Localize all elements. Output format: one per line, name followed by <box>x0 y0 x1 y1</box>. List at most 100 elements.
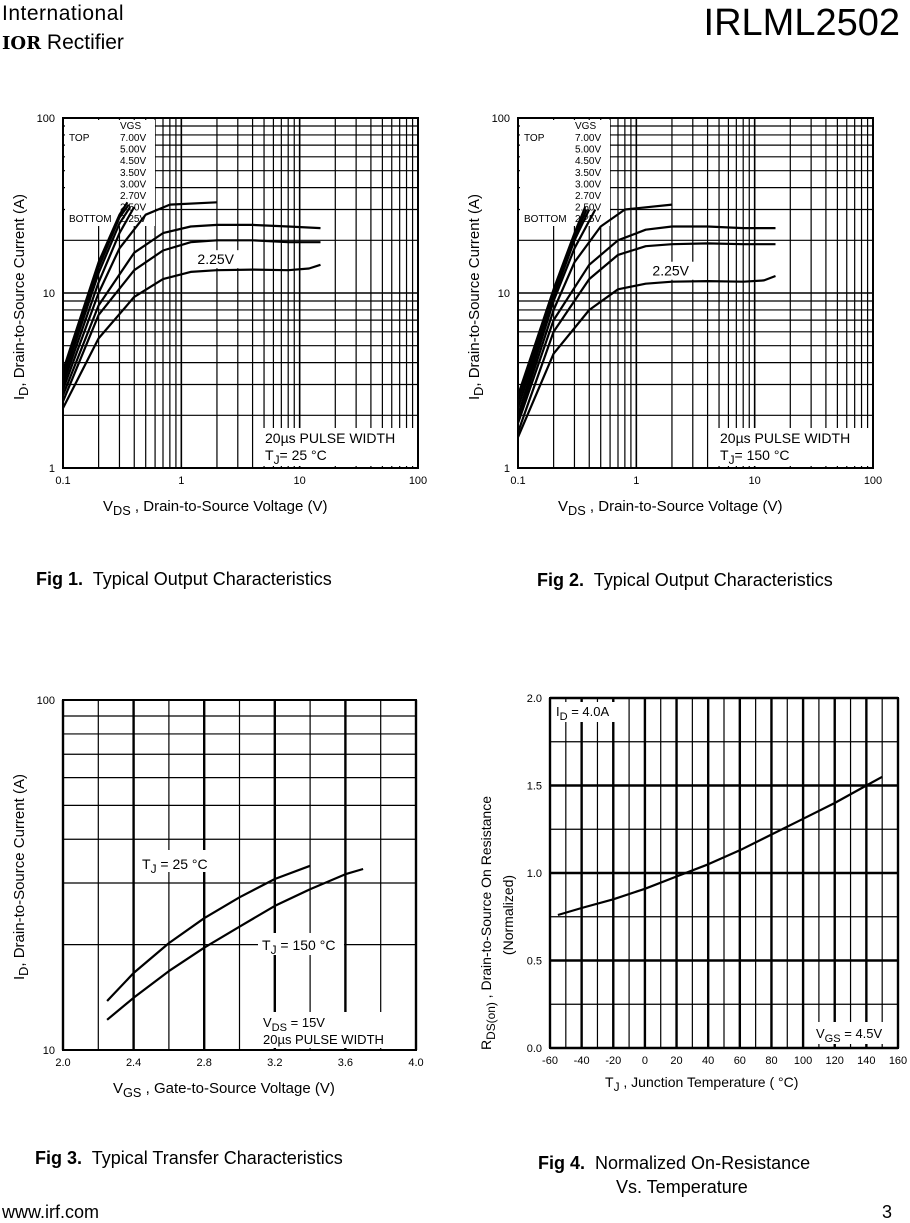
legend-background <box>520 120 610 226</box>
company-logo-line2: IOR Rectifier <box>2 31 124 55</box>
footer-url: www.irf.com <box>2 1202 100 1222</box>
legend-entry: 2.25V <box>575 214 601 225</box>
fig3-caption: Fig 3. Typical Transfer Characteristics <box>35 1148 343 1169</box>
legend-entry: 3.00V <box>575 179 601 190</box>
fig3-caption-text: Typical Transfer Characteristics <box>91 1148 343 1168</box>
y-tick-label: 0.0 <box>527 1043 542 1055</box>
vgs-note-background <box>814 1022 896 1044</box>
fig4-caption-line2: Vs. Temperature <box>616 1177 748 1197</box>
y-tick-label: 10 <box>43 288 55 300</box>
y-tick-label: 1.0 <box>527 868 542 880</box>
legend-background <box>65 120 155 226</box>
fig1-caption: Fig 1. Typical Output Characteristics <box>36 569 332 590</box>
x-tick-label: -40 <box>574 1055 590 1067</box>
x-tick-label: 0 <box>642 1055 648 1067</box>
legend-entry: 7.00V <box>120 133 146 144</box>
legend-entry: 4.50V <box>120 156 146 167</box>
x-tick-label: -20 <box>605 1055 621 1067</box>
label-tj-150: TJ = 150 °C <box>262 937 335 957</box>
series-line-vgs <box>61 223 321 396</box>
x-tick-label: 160 <box>889 1055 907 1067</box>
curve-label: 2.25V <box>197 251 234 267</box>
legend-entry: 5.00V <box>575 145 601 156</box>
fig3-chart: 2.0 2.4 2.8 3.2 3.6 4.0 10 100 TJ = 25 °C TJ = 15… <box>11 695 424 1100</box>
vds-note: VDS = 15V <box>263 1015 325 1034</box>
label-tj-25: TJ = 25 °C <box>142 856 208 876</box>
fig4-caption-number: Fig 4. <box>538 1153 586 1173</box>
legend-bottom-label: BOTTOM <box>69 214 112 225</box>
x-axis-label: VDS , Drain-to-Source Voltage (V) <box>558 498 783 518</box>
series-line-vgs <box>61 239 321 402</box>
note-background <box>258 1012 404 1048</box>
series-line-vgs <box>516 209 591 409</box>
curve-label: 2.25V <box>652 263 689 279</box>
series-line-rdson <box>557 775 883 917</box>
series-line-vgs <box>61 201 129 371</box>
legend-title: VGS <box>575 121 596 132</box>
plot-frame <box>62 117 419 469</box>
series-line-vgs <box>61 206 132 380</box>
plot-frame <box>549 697 899 1049</box>
x-tick-label: 20 <box>670 1055 682 1067</box>
curve-label-background <box>650 261 697 280</box>
plot-frame <box>517 117 874 469</box>
legend-entry: 2.70V <box>120 191 146 202</box>
x-tick-label: 10 <box>294 475 306 487</box>
x-tick-label: 3.2 <box>267 1057 282 1069</box>
series-line-vgs <box>516 209 588 402</box>
y-tick-label: 0.5 <box>527 956 542 968</box>
part-number: IRLML2502 <box>703 2 900 44</box>
legend-entry: 2.25V <box>120 214 146 225</box>
plot-frame <box>62 699 417 1051</box>
note-background <box>262 428 416 466</box>
fig2-caption: Fig 2. Typical Output Characteristics <box>537 570 833 591</box>
fig1-caption-number: Fig 1. <box>36 569 84 589</box>
x-axis-label: TJ , Junction Temperature ( °C) <box>605 1074 798 1094</box>
y-tick-label: 100 <box>492 113 510 125</box>
x-tick-label: 2.0 <box>55 1057 70 1069</box>
x-tick-label: 3.6 <box>338 1057 353 1069</box>
note-background <box>717 428 871 466</box>
x-tick-label: 140 <box>857 1055 875 1067</box>
y-tick-label: 10 <box>43 1045 55 1057</box>
label-150-background <box>258 933 344 955</box>
x-tick-label: 0.1 <box>510 475 525 487</box>
x-tick-label: 2.8 <box>197 1057 212 1069</box>
y-axis-label: ID, Drain-to-Source Current (A) <box>11 774 31 980</box>
fig2-chart: 0.1 1 10 100110100VGSTOPBOTTOM7.00V5.00V4.5… <box>466 113 882 518</box>
y-tick-label: 100 <box>37 113 55 125</box>
fig2-caption-number: Fig 2. <box>537 570 585 590</box>
page-number: 3 <box>881 1202 892 1222</box>
legend-entry: 3.00V <box>120 179 146 190</box>
fig4-caption-text: Normalized On-Resistance <box>595 1153 811 1173</box>
x-tick-label: 0.1 <box>55 475 70 487</box>
x-tick-label: 100 <box>794 1055 812 1067</box>
series-line-tj-150 <box>106 867 364 1021</box>
y-tick-label: 100 <box>37 695 55 707</box>
legend-entry: 2.50V <box>575 203 601 214</box>
y-axis-label: ID, Drain-to-Source Current (A) <box>466 194 486 400</box>
label-25-background <box>140 850 216 872</box>
id-note-background <box>554 702 624 722</box>
fig1-caption-text: Typical Output Characteristics <box>92 569 332 589</box>
x-axis-label: VGS , Gate-to-Source Voltage (V) <box>113 1080 335 1100</box>
fig4-caption: Fig 4. Normalized On-Resistance <box>538 1153 810 1174</box>
x-tick-label: 1 <box>178 475 184 487</box>
y-tick-label: 10 <box>498 288 510 300</box>
legend-title: VGS <box>120 121 141 132</box>
ior-logo: IOR <box>2 33 42 54</box>
x-tick-label: 40 <box>702 1055 714 1067</box>
fig1-chart: 0.1 1 10 100110100VGSTOPBOTTOM7.00V5.00V4.5… <box>11 113 427 518</box>
x-tick-label: 1 <box>633 475 639 487</box>
legend-top-label: TOP <box>69 133 90 144</box>
legend-entry: 2.70V <box>575 191 601 202</box>
x-tick-label: 120 <box>826 1055 844 1067</box>
pulse-width-note: 20µs PULSE WIDTH <box>265 430 395 446</box>
series-line-tj-25 <box>106 864 311 1002</box>
legend-entry: 3.50V <box>120 168 146 179</box>
series-line-vgs <box>61 201 218 391</box>
company-name-line2: Rectifier <box>46 31 124 54</box>
pulse-width-note: 20µs PULSE WIDTH <box>720 430 850 446</box>
x-axis-label: VDS , Drain-to-Source Voltage (V) <box>103 498 328 518</box>
y-axis-label-line2: (Normalized) <box>500 875 516 955</box>
